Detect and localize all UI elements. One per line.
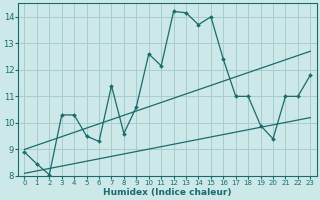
X-axis label: Humidex (Indice chaleur): Humidex (Indice chaleur) xyxy=(103,188,232,197)
